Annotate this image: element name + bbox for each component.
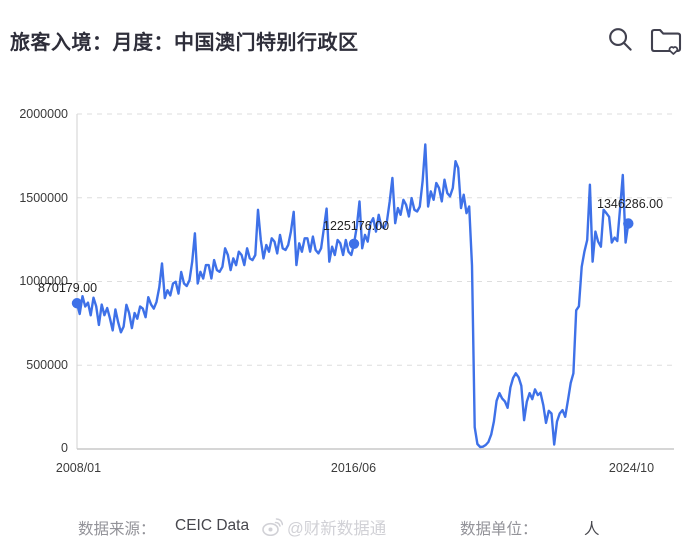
data-source-value: CEIC Data xyxy=(175,517,250,534)
y-axis-tick: 0 xyxy=(61,441,68,455)
data-source-label: 数据来源： xyxy=(78,521,156,538)
point-label-last: 1346286.00 xyxy=(597,197,664,211)
data-point-marker xyxy=(623,218,634,229)
x-axis-tick: 2016/06 xyxy=(330,461,377,475)
data-unit-label: 数据单位： xyxy=(460,521,538,538)
y-axis-tick: 1000000 xyxy=(19,274,68,288)
data-point-marker xyxy=(71,298,83,309)
point-label-first: 870179.00 xyxy=(38,281,98,295)
x-axis-tick: 2024/10 xyxy=(608,461,655,475)
data-point-marker xyxy=(348,238,360,249)
folder-heart-icon[interactable] xyxy=(649,26,684,55)
x-axis-tick: 2008/01 xyxy=(55,461,102,475)
y-axis-tick: 500000 xyxy=(26,358,68,372)
weibo-icon xyxy=(262,518,283,536)
watermark: @财新数据通 xyxy=(262,515,386,539)
line-chart xyxy=(71,113,674,450)
page-title: 旅客入境：月度：中国澳门特别行政区 xyxy=(10,32,359,54)
data-unit-value: 人 xyxy=(584,521,600,538)
point-label-mid: 1225176.00 xyxy=(323,219,390,233)
y-axis-tick: 1500000 xyxy=(19,191,68,205)
search-icon[interactable] xyxy=(607,26,634,53)
data-line xyxy=(75,143,630,449)
y-axis-tick: 2000000 xyxy=(19,107,68,121)
watermark-text: @财新数据通 xyxy=(287,520,387,538)
